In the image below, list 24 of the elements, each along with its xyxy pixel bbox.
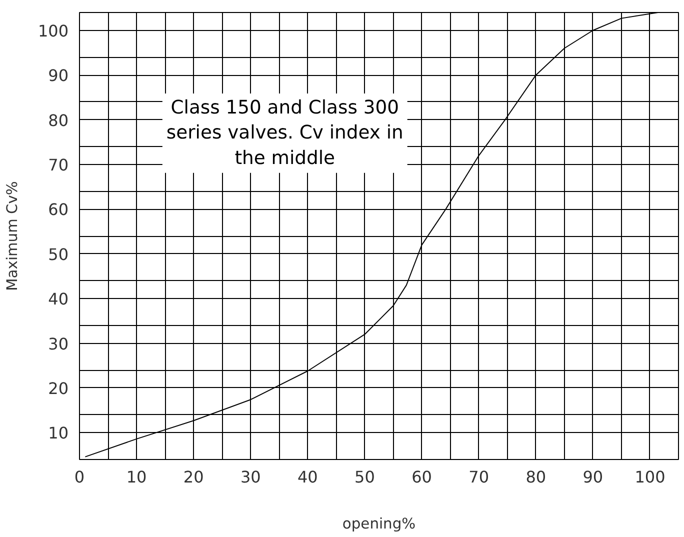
x-tick-label: 10 [126, 468, 147, 486]
x-tick-label: 20 [183, 468, 204, 486]
y-tick-label: 30 [48, 334, 68, 354]
y-axis-title: Maximum Cv% [4, 181, 21, 291]
x-axis-title: opening% [342, 516, 416, 532]
y-tick-label: 80 [48, 110, 68, 130]
x-tick-label: 0 [74, 468, 85, 486]
y-tick-label: 60 [48, 200, 68, 220]
y-tick-label: 70 [48, 155, 68, 174]
y-tick-label: 100 [38, 21, 69, 40]
y-tick-label: 90 [48, 66, 68, 86]
x-tick-label: 50 [354, 468, 375, 486]
x-tick-label: 100 [634, 468, 666, 486]
x-tick-label: 70 [468, 468, 490, 486]
x-tick-label: 40 [298, 468, 318, 486]
x-tick-label: 30 [240, 468, 261, 486]
y-tick-label: 10 [48, 424, 68, 443]
x-tick-label: 80 [526, 468, 546, 486]
x-tick-label: 60 [412, 468, 432, 486]
y-tick-label: 50 [48, 244, 68, 264]
y-tick-label: 20 [48, 378, 68, 398]
annotation: Class 150 and Class 300 series valves. Cv index in the middle [166, 97, 404, 169]
y-tick-label: 40 [48, 290, 68, 309]
x-tick-label: 90 [582, 468, 604, 486]
